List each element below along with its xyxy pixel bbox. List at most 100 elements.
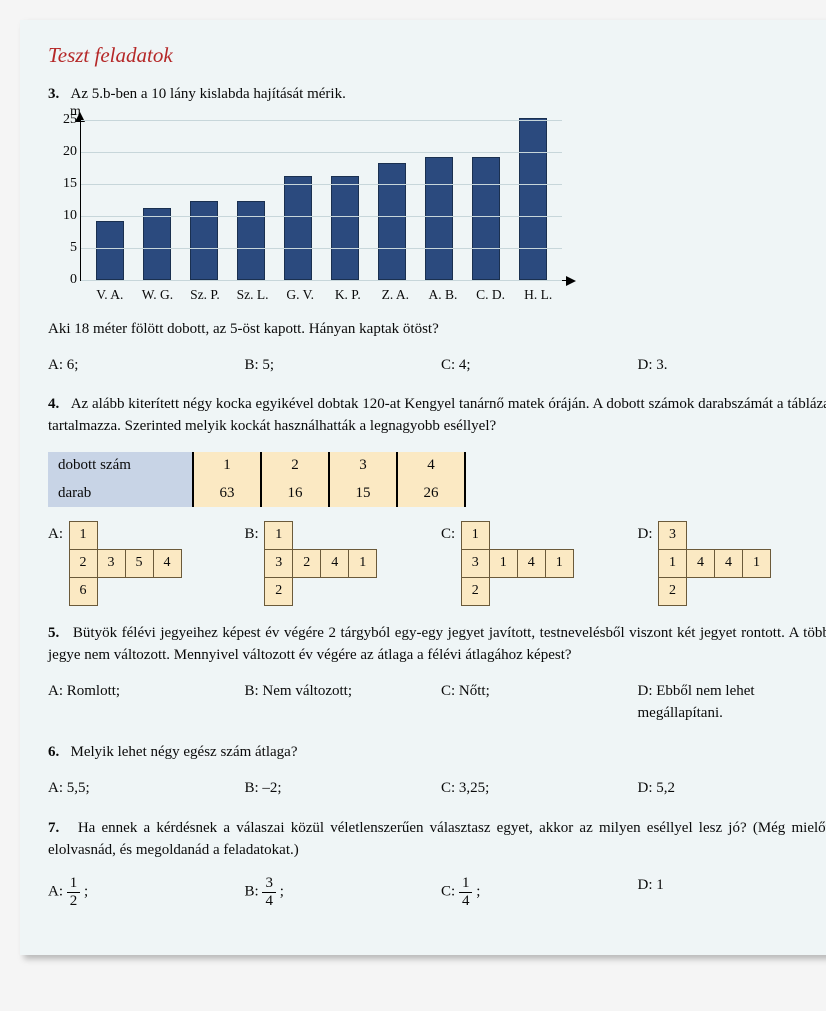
section-title: Teszt feladatok <box>48 40 826 70</box>
y-tick-label: 5 <box>51 238 77 258</box>
x-tick-label: A. B. <box>419 281 467 305</box>
bar <box>143 208 171 280</box>
problem-text: Az alább kiterített négy kocka egyikével… <box>48 396 826 434</box>
bar <box>331 176 359 280</box>
bar-slot <box>275 176 322 280</box>
problem-3-question: Aki 18 méter fölött dobott, az 5-öst kap… <box>48 319 826 341</box>
net-empty <box>517 521 546 550</box>
answer-c: C: 4; <box>441 355 638 377</box>
problem-text: Bütyök félévi jegyeihez képest év végére… <box>48 625 826 663</box>
net-empty <box>320 521 349 550</box>
bar <box>237 201 265 280</box>
net-face: 6 <box>69 577 98 606</box>
table-cell: 26 <box>397 480 465 508</box>
net-face: 1 <box>742 549 771 578</box>
dice-net: 131412 <box>461 521 573 605</box>
net-face: 4 <box>686 549 715 578</box>
y-tick-label: 0 <box>51 270 77 290</box>
net-empty <box>517 577 546 606</box>
denominator: 4 <box>262 892 276 910</box>
net-face: 2 <box>461 577 490 606</box>
x-tick-label: Sz. P. <box>181 281 229 305</box>
bar-slot <box>228 201 275 280</box>
table-cell: 15 <box>329 480 397 508</box>
x-tick-label: K. P. <box>324 281 372 305</box>
net-face: 2 <box>264 577 293 606</box>
table-cell: 4 <box>397 452 465 480</box>
bar-slot <box>509 118 556 280</box>
problem-number: 6. <box>48 744 59 760</box>
bar-slot <box>322 176 369 280</box>
net-empty <box>125 521 154 550</box>
grid-line <box>81 216 562 217</box>
problem-text: Az 5.b-ben a 10 lány kislabda hajítását … <box>71 86 346 102</box>
grid-line <box>81 120 562 121</box>
net-face: 2 <box>69 549 98 578</box>
x-tick-label: V. A. <box>86 281 134 305</box>
answer-d: D: 1 <box>638 875 826 909</box>
answer-suffix: ; <box>280 884 284 900</box>
problem-4: 4. Az alább kiterített négy kocka egyiké… <box>48 394 826 438</box>
bar-slot <box>462 157 509 281</box>
net-option-c: C: 131412 <box>441 521 638 605</box>
bar <box>519 118 547 280</box>
grid-line <box>81 152 562 153</box>
problem-number: 3. <box>48 86 59 102</box>
x-tick-label: H. L. <box>514 281 562 305</box>
problem-7: 7. Ha ennek a kérdésnek a válaszai közül… <box>48 818 826 862</box>
bar <box>284 176 312 280</box>
numerator: 1 <box>459 875 473 892</box>
problem-text: Ha ennek a kérdésnek a válaszai közül vé… <box>48 820 826 858</box>
net-empty <box>320 577 349 606</box>
answer-b: B: 5; <box>245 355 442 377</box>
net-empty <box>97 521 126 550</box>
net-option-a: A: 123546 <box>48 521 245 605</box>
net-face: 3 <box>658 521 687 550</box>
table-cell: 63 <box>193 480 261 508</box>
net-empty <box>125 577 154 606</box>
answer-b: B: Nem változott; <box>245 681 442 725</box>
bar-chart: m 0510152025 V. A.W. G.Sz. P.Sz. L.G. V.… <box>48 120 568 305</box>
net-empty <box>545 577 574 606</box>
net-face: 1 <box>69 521 98 550</box>
denominator: 4 <box>459 892 473 910</box>
net-face: 1 <box>545 549 574 578</box>
table-row: dobott szám 1 2 3 4 <box>48 452 465 480</box>
answer-d: D: 3. <box>638 355 826 377</box>
x-tick-label: C. D. <box>467 281 515 305</box>
x-tick-label: Z. A. <box>372 281 420 305</box>
problem-number: 7. <box>48 820 59 836</box>
net-face: 1 <box>489 549 518 578</box>
answers-3: A: 6; B: 5; C: 4; D: 3. <box>48 355 826 377</box>
dice-net: 123546 <box>69 521 181 605</box>
net-empty <box>742 577 771 606</box>
net-option-d: D: 314412 <box>638 521 826 605</box>
row-header: dobott szám <box>48 452 193 480</box>
page: Teszt feladatok 3. Az 5.b-ben a 10 lány … <box>20 20 826 955</box>
answer-c: C: 1 4 ; <box>441 875 638 909</box>
net-empty <box>292 521 321 550</box>
answer-c: C: Nőtt; <box>441 681 638 725</box>
net-empty <box>348 521 377 550</box>
net-empty <box>545 521 574 550</box>
net-face: 3 <box>264 549 293 578</box>
grid-line <box>81 184 562 185</box>
answer-b: B: –2; <box>245 778 442 800</box>
chart-plot-area: 0510152025 <box>80 120 568 281</box>
numerator: 3 <box>262 875 276 892</box>
option-label: D: <box>638 521 659 546</box>
answer-suffix: ; <box>84 884 88 900</box>
fraction: 1 4 <box>459 875 473 909</box>
answer-b: B: 3 4 ; <box>245 875 442 909</box>
dice-net: 132412 <box>265 521 377 605</box>
row-header: darab <box>48 480 193 508</box>
y-tick-label: 15 <box>51 174 77 194</box>
net-face: 4 <box>714 549 743 578</box>
table-cell: 2 <box>261 452 329 480</box>
option-label: B: <box>245 521 265 546</box>
table-cell: 1 <box>193 452 261 480</box>
net-empty <box>742 521 771 550</box>
problem-3: 3. Az 5.b-ben a 10 lány kislabda hajítás… <box>48 84 826 106</box>
table-cell: 3 <box>329 452 397 480</box>
net-empty <box>489 521 518 550</box>
